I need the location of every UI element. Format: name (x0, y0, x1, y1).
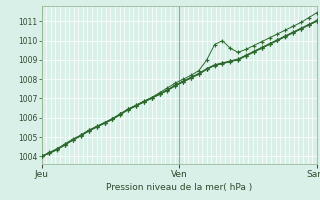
X-axis label: Pression niveau de la mer( hPa ): Pression niveau de la mer( hPa ) (106, 183, 252, 192)
